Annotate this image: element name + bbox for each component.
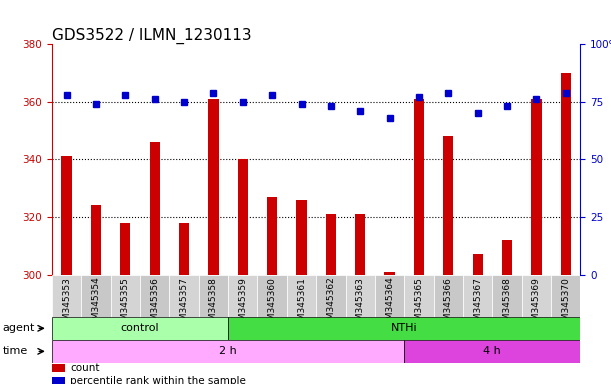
Text: GSM345358: GSM345358 — [209, 276, 218, 331]
Bar — [434, 275, 463, 317]
Bar — [52, 340, 404, 363]
Text: GSM345359: GSM345359 — [238, 276, 247, 331]
Bar — [463, 275, 492, 317]
Bar — [404, 340, 580, 363]
Bar — [150, 142, 160, 275]
Text: GSM345370: GSM345370 — [562, 276, 570, 331]
Bar — [355, 214, 365, 275]
Bar — [522, 275, 551, 317]
Text: GSM345367: GSM345367 — [473, 276, 482, 331]
Text: percentile rank within the sample: percentile rank within the sample — [70, 376, 246, 384]
Text: agent: agent — [2, 323, 35, 333]
Text: GSM345356: GSM345356 — [150, 276, 159, 331]
Text: 4 h: 4 h — [483, 346, 501, 356]
Bar — [404, 275, 434, 317]
Bar — [326, 214, 336, 275]
Bar — [532, 99, 541, 275]
Bar — [81, 275, 111, 317]
Text: GSM345364: GSM345364 — [385, 276, 394, 331]
Bar — [551, 275, 580, 317]
Bar — [199, 275, 228, 317]
Bar — [52, 275, 81, 317]
Text: GSM345362: GSM345362 — [326, 276, 335, 331]
Text: NTHi: NTHi — [391, 323, 417, 333]
Text: 2 h: 2 h — [219, 346, 237, 356]
Text: GSM345360: GSM345360 — [268, 276, 277, 331]
Bar — [316, 275, 346, 317]
Bar — [52, 377, 65, 384]
Bar — [561, 73, 571, 275]
Bar — [492, 275, 522, 317]
Bar — [502, 240, 512, 275]
Bar — [443, 136, 453, 275]
Text: GSM345353: GSM345353 — [62, 276, 71, 331]
Text: GSM345368: GSM345368 — [502, 276, 511, 331]
Bar — [472, 254, 483, 275]
Text: GSM345369: GSM345369 — [532, 276, 541, 331]
Bar — [111, 275, 140, 317]
Text: GDS3522 / ILMN_1230113: GDS3522 / ILMN_1230113 — [52, 28, 252, 44]
Text: GSM345361: GSM345361 — [297, 276, 306, 331]
Text: count: count — [70, 363, 100, 373]
Bar — [52, 317, 228, 340]
Bar — [238, 159, 248, 275]
Text: control: control — [121, 323, 159, 333]
Text: GSM345357: GSM345357 — [180, 276, 189, 331]
Bar — [208, 99, 219, 275]
Text: time: time — [2, 346, 28, 356]
Bar — [296, 200, 307, 275]
Text: GSM345355: GSM345355 — [121, 276, 130, 331]
Text: GSM345365: GSM345365 — [414, 276, 423, 331]
Bar — [414, 99, 424, 275]
Bar — [52, 364, 65, 372]
Text: GSM345366: GSM345366 — [444, 276, 453, 331]
Text: GSM345363: GSM345363 — [356, 276, 365, 331]
Bar — [91, 205, 101, 275]
Bar — [375, 275, 404, 317]
Bar — [228, 317, 580, 340]
Bar — [120, 223, 131, 275]
Bar — [169, 275, 199, 317]
Bar — [140, 275, 169, 317]
Bar — [257, 275, 287, 317]
Bar — [228, 275, 257, 317]
Bar — [179, 223, 189, 275]
Bar — [384, 271, 395, 275]
Text: GSM345354: GSM345354 — [92, 276, 100, 331]
Bar — [287, 275, 316, 317]
Bar — [346, 275, 375, 317]
Bar — [267, 197, 277, 275]
Bar — [62, 156, 71, 275]
